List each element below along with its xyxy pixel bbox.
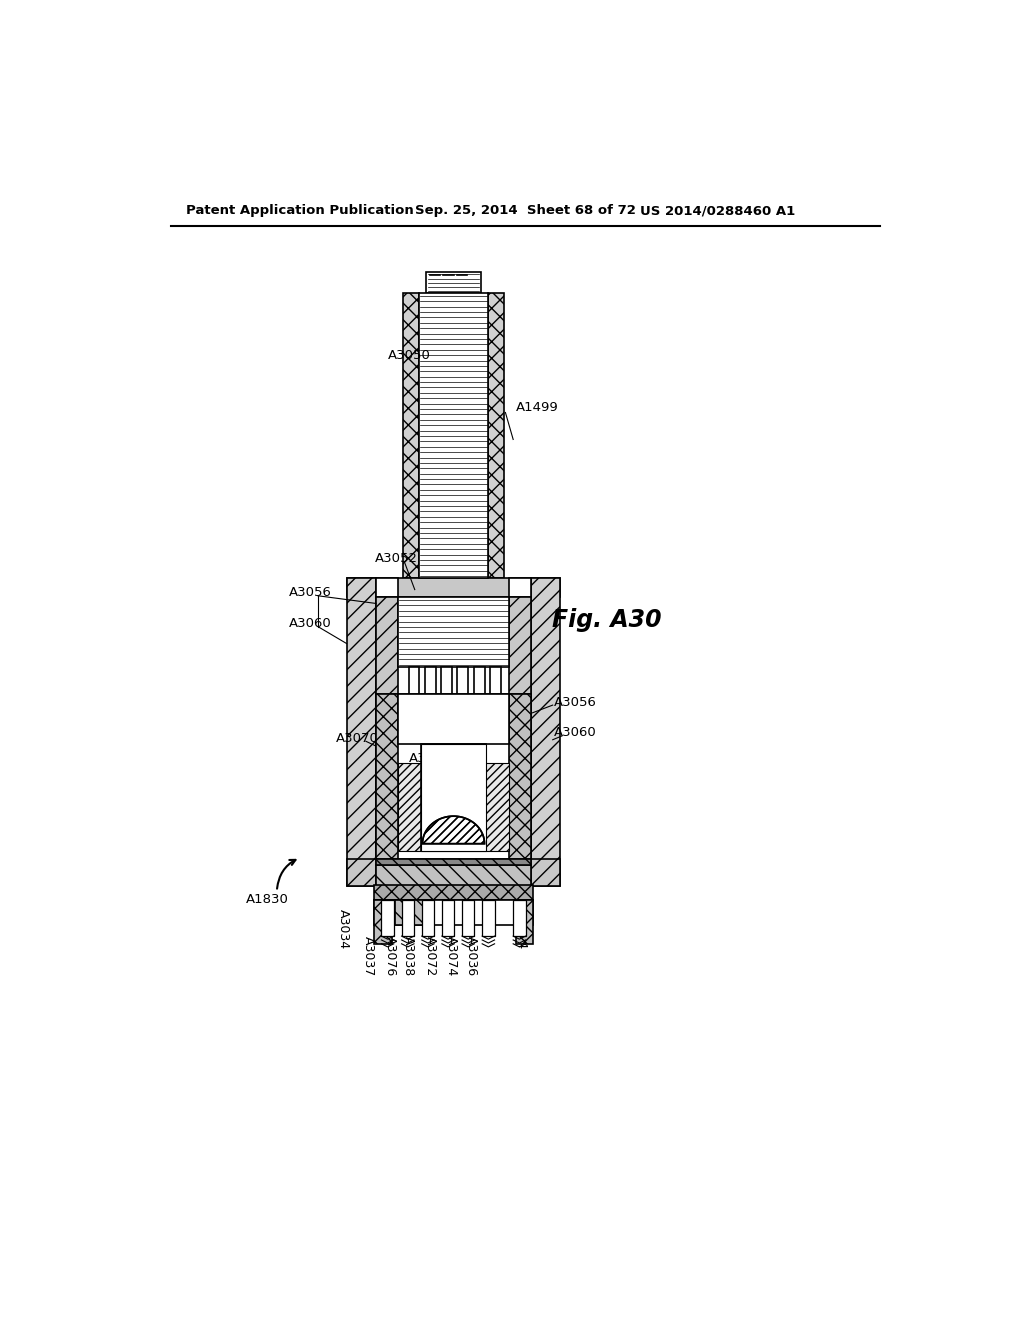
Text: US 2014/0288460 A1: US 2014/0288460 A1 — [640, 205, 795, 218]
Text: A1499: A1499 — [515, 400, 558, 413]
Text: A3038: A3038 — [402, 936, 415, 977]
Bar — [401, 900, 414, 936]
Bar — [375, 900, 391, 944]
Bar — [346, 859, 376, 886]
Bar — [397, 597, 509, 667]
Text: A3070: A3070 — [336, 731, 379, 744]
Bar — [421, 743, 486, 851]
Bar — [515, 900, 532, 944]
Bar — [375, 900, 532, 924]
Bar — [346, 578, 376, 886]
Bar — [421, 743, 486, 851]
Bar — [376, 693, 531, 859]
Text: A3076: A3076 — [383, 936, 396, 977]
Bar — [376, 597, 397, 882]
Text: Fig. A30: Fig. A30 — [552, 609, 662, 632]
Text: A3056: A3056 — [554, 696, 597, 709]
Bar — [509, 693, 531, 859]
Text: A3060: A3060 — [554, 726, 597, 739]
Bar — [482, 900, 495, 936]
Bar — [376, 866, 531, 886]
Text: A3072: A3072 — [424, 936, 437, 977]
Bar — [531, 578, 560, 886]
Text: A3080: A3080 — [469, 723, 512, 737]
Text: A1830: A1830 — [246, 894, 289, 907]
Text: Patent Application Publication: Patent Application Publication — [186, 205, 414, 218]
Text: A3054: A3054 — [409, 752, 452, 766]
Bar — [376, 693, 397, 859]
Text: A3050: A3050 — [388, 348, 430, 362]
Text: A3074: A3074 — [444, 936, 458, 977]
Bar — [425, 667, 435, 693]
Bar — [474, 667, 484, 693]
Bar — [397, 763, 509, 851]
Bar — [462, 900, 474, 936]
Bar — [442, 900, 455, 936]
Bar — [376, 859, 531, 866]
Bar — [422, 900, 434, 936]
Text: A3034: A3034 — [337, 909, 350, 949]
Bar — [489, 667, 501, 693]
Bar — [403, 293, 419, 578]
Text: A3052: A3052 — [375, 552, 418, 565]
Bar — [426, 272, 480, 293]
Bar — [458, 667, 468, 693]
Bar — [531, 859, 560, 886]
Bar — [346, 578, 560, 597]
Bar — [375, 884, 532, 900]
Bar — [441, 667, 452, 693]
Bar — [509, 578, 531, 597]
Text: Sep. 25, 2014  Sheet 68 of 72: Sep. 25, 2014 Sheet 68 of 72 — [415, 205, 636, 218]
Bar — [488, 293, 504, 578]
Text: A3037: A3037 — [361, 936, 375, 977]
Bar — [419, 293, 488, 578]
Bar — [381, 900, 394, 936]
Text: A3034: A3034 — [515, 909, 528, 949]
Bar — [409, 667, 420, 693]
Bar — [394, 900, 434, 924]
Bar — [513, 900, 525, 936]
Bar — [376, 578, 397, 597]
Bar — [509, 597, 531, 882]
Text: A3036: A3036 — [465, 936, 478, 977]
Text: A3060: A3060 — [289, 616, 332, 630]
Text: A3056: A3056 — [289, 586, 332, 599]
Bar — [397, 693, 509, 743]
